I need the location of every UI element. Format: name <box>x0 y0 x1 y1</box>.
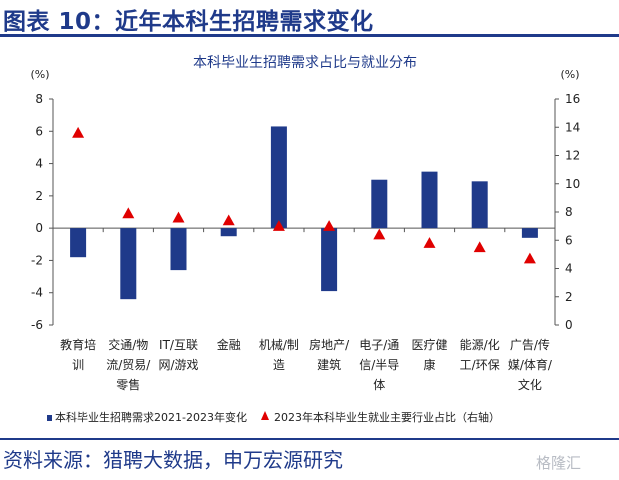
category-label: 电子/通 <box>359 338 399 352</box>
triangle-marker-5 <box>272 220 285 231</box>
y-tick-label-right: 12 <box>565 149 580 163</box>
y-tick-label-right: 2 <box>565 290 573 304</box>
bar-10 <box>521 228 538 238</box>
category-label: 信/半导 <box>359 358 399 372</box>
figure-title: 图表 10：近年本科生招聘需求变化 <box>3 9 374 35</box>
category-label: 文化 <box>518 377 542 392</box>
legend-triangle-label: 2023年本科毕业生就业主要行业占比（右轴） <box>274 410 500 424</box>
triangle-marker-6 <box>323 220 336 231</box>
triangle-marker-2 <box>122 207 135 219</box>
y-tick-label-left: 6 <box>35 124 43 138</box>
source-note: 资料来源：猎聘大数据，申万宏源研究 <box>3 448 343 472</box>
bar-1 <box>70 228 87 258</box>
watermark: 格隆汇 <box>536 454 582 472</box>
triangle-marker-3 <box>172 211 185 223</box>
y-tick-label-right: 6 <box>565 233 573 247</box>
y-tick-label-right: 16 <box>565 92 580 106</box>
category-label: 房地产/ <box>309 337 350 352</box>
y-tick-label-right: 14 <box>565 120 580 134</box>
chart-title: 本科毕业生招聘需求占比与就业分布 <box>193 55 417 71</box>
y-tick-label-left: -4 <box>31 286 43 300</box>
y-tick-label-left: 4 <box>35 157 43 171</box>
triangle-marker-1 <box>72 126 85 138</box>
triangle-marker-7 <box>373 228 386 240</box>
category-label: 康 <box>423 357 435 372</box>
y-axis-left-unit: (%) <box>30 68 49 81</box>
y-tick-label-left: 0 <box>35 221 43 235</box>
y-tick-label-right: 10 <box>565 177 580 191</box>
y-tick-label-left: 2 <box>35 189 43 203</box>
category-label: 网/游戏 <box>158 358 198 372</box>
category-label: 造 <box>273 358 285 372</box>
legend-triangle-swatch <box>261 411 269 420</box>
y-tick-label-left: -2 <box>31 253 43 267</box>
category-label: 机械/制 <box>259 337 299 352</box>
category-label: 零售 <box>116 377 140 392</box>
category-label: 工/环保 <box>460 358 500 372</box>
triangle-marker-10 <box>523 252 536 264</box>
legend-bar-label: 本科毕业生招聘需求2021-2023年变化 <box>55 410 247 424</box>
category-label: 体 <box>373 378 385 392</box>
category-label: 训 <box>72 358 84 372</box>
triangle-marker-4 <box>222 214 235 226</box>
category-label: 教育培 <box>60 337 96 352</box>
triangle-marker-9 <box>473 241 486 253</box>
category-label: 能源/化 <box>460 338 500 352</box>
source-rule <box>0 438 619 440</box>
y-tick-label-right: 0 <box>565 318 573 332</box>
category-label: 流/贸易/ <box>106 358 151 372</box>
y-tick-label-left: -6 <box>31 318 43 332</box>
y-axis-right-unit: (%) <box>560 68 579 81</box>
bar-5 <box>270 126 287 229</box>
bar-2 <box>120 228 137 300</box>
category-label: 建筑 <box>317 357 341 372</box>
y-tick-label-left: 8 <box>35 92 43 106</box>
bar-8 <box>421 171 438 229</box>
triangle-marker-8 <box>423 237 436 248</box>
category-label: IT/互联 <box>159 338 198 352</box>
bar-6 <box>321 228 338 292</box>
category-label: 交通/物 <box>108 337 148 352</box>
bar-7 <box>371 179 388 229</box>
y-tick-label-right: 8 <box>565 205 573 219</box>
bar-9 <box>471 181 488 229</box>
chart: 本科毕业生招聘需求占比与就业分布 (%) (%) -6 -4 -2 0 2 4 6 8 0 2 4 6 8 10… <box>30 55 580 424</box>
category-label: 媒/体育/ <box>508 357 553 372</box>
category-label: 金融 <box>217 337 241 352</box>
category-label: 医疗健 <box>411 338 447 352</box>
y-tick-label-right: 4 <box>565 262 573 276</box>
bar-4 <box>220 228 237 237</box>
title-rule <box>0 34 619 37</box>
category-label: 广告/传 <box>510 337 550 352</box>
bar-3 <box>170 228 187 271</box>
legend-bar-swatch <box>47 415 52 421</box>
